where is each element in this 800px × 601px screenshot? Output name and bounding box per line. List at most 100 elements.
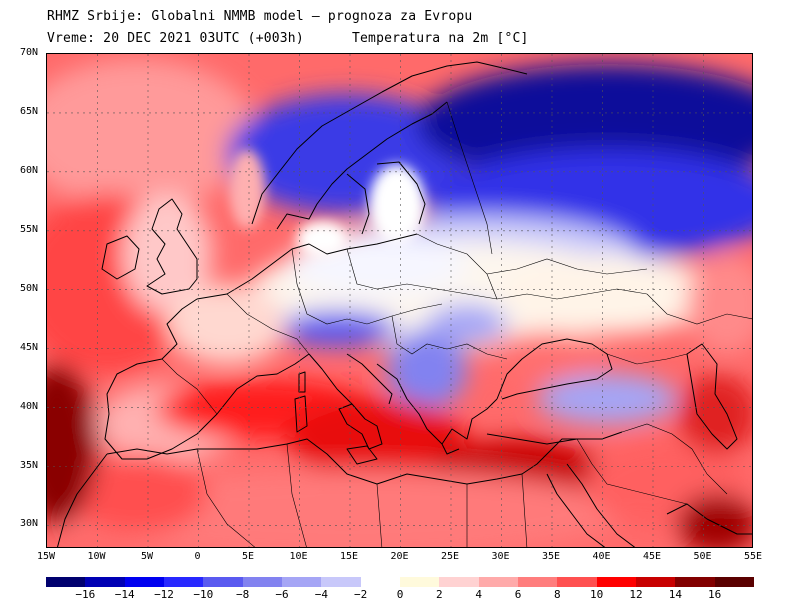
border-line — [606, 353, 688, 365]
forecast-time: Vreme: 20 DEC 2021 03UTC (+003h) — [47, 31, 304, 46]
colorbar-label: −2 — [354, 588, 368, 601]
colorbar-swatch — [675, 577, 716, 587]
colorbar-label: 10 — [590, 588, 604, 601]
colorbar-swatch — [478, 577, 519, 587]
map-title: RHMZ Srbije: Globalni NMMB model — progn… — [47, 9, 473, 24]
latitude-label: 65N — [20, 105, 39, 117]
colorbar-swatch — [714, 577, 755, 587]
latitude-label: 30N — [20, 518, 39, 530]
colorbar-swatch — [242, 577, 283, 587]
anatolia-coast — [486, 431, 623, 445]
colorbar-swatch — [439, 577, 480, 587]
longitude-label: 0 — [194, 551, 201, 562]
west-africa-coast — [57, 453, 108, 547]
colorbar-label: −10 — [193, 588, 214, 601]
colorbar-label: 8 — [554, 588, 561, 601]
black-sea-warm — [487, 332, 607, 376]
colorbar-swatch — [85, 577, 126, 587]
longitude-label: 5W — [140, 551, 154, 562]
temperature-map — [46, 53, 753, 548]
longitude-label: 15E — [339, 551, 359, 562]
carpathians-cool — [427, 304, 507, 344]
border-line — [226, 293, 310, 355]
north-africa-coast — [106, 438, 577, 485]
border-line — [161, 358, 218, 415]
colorbar-label: 2 — [436, 588, 443, 601]
balkans-coast — [376, 363, 498, 455]
anatolia-cool — [537, 374, 677, 424]
longitude-label: 20E — [390, 551, 409, 562]
france-mild — [167, 284, 287, 364]
colorbar-swatch — [400, 577, 440, 587]
colorbar-label: 6 — [514, 588, 522, 601]
red-sea-coast — [546, 463, 636, 547]
western-europe-coast — [104, 233, 418, 460]
caspian-warm — [677, 374, 752, 454]
temperature-field — [47, 59, 752, 547]
sicily-coast — [346, 445, 378, 465]
colorbar-label: 0 — [396, 588, 404, 601]
norway-coast-pink — [229, 149, 265, 229]
kazakh-warm — [687, 254, 752, 354]
longitude-label: 25E — [440, 551, 460, 562]
latitude-label: 55N — [20, 223, 39, 235]
colorbar-swatch — [596, 577, 637, 587]
longitude-label: 30E — [491, 551, 510, 562]
denmark-white — [297, 221, 347, 257]
colorbar-swatch — [164, 577, 204, 587]
finland-white — [369, 164, 425, 244]
north-atlantic-mild — [47, 59, 257, 209]
variable-name: Temperatura na 2m [°C] — [352, 31, 529, 46]
longitude-label: 10E — [289, 551, 308, 562]
latitude-label: 60N — [20, 164, 39, 176]
colorbar-swatch — [321, 577, 362, 587]
latitude-label: 45N — [20, 341, 39, 353]
caspian-coast — [686, 343, 738, 450]
colorbar-swatch — [518, 577, 558, 587]
colorbar-swatch — [282, 577, 322, 587]
colorbar-swatch — [360, 577, 401, 587]
colorbar-label: −6 — [275, 588, 289, 601]
border-line — [346, 248, 648, 300]
colorbar-swatch — [636, 577, 676, 587]
coastlines — [57, 61, 752, 547]
longitude-label: 10W — [87, 551, 106, 562]
persian-gulf-coast — [666, 503, 752, 535]
longitude-label: 45E — [642, 551, 662, 562]
uk-mild — [122, 194, 212, 314]
latitude-label: 70N — [20, 47, 39, 58]
border-line — [391, 315, 508, 360]
border-line — [621, 423, 728, 495]
ireland-coast — [101, 235, 140, 280]
longitude-label: 15W — [36, 551, 56, 562]
colorbar-label: −8 — [236, 588, 250, 601]
longitude-label: 50E — [693, 551, 712, 562]
border-line — [646, 293, 752, 325]
morocco-warm — [67, 454, 207, 534]
colorbar-swatch — [203, 577, 244, 587]
colorbar-label: 12 — [629, 588, 643, 601]
colorbar — [46, 577, 755, 587]
colorbar-label: 16 — [708, 588, 722, 601]
north-africa-warm — [67, 469, 627, 547]
ukraine-pale — [497, 254, 717, 334]
border-line — [291, 248, 443, 325]
colorbar-swatch — [124, 577, 165, 587]
border-line — [576, 438, 688, 505]
border-line — [196, 443, 528, 547]
colorbar-label: 4 — [475, 588, 482, 601]
colorbar-label: −12 — [154, 588, 174, 601]
alps-cold — [277, 311, 397, 347]
corsica-coast — [298, 371, 306, 393]
longitude-label: 5E — [241, 551, 255, 562]
colorbar-swatch — [557, 577, 598, 587]
graticule — [47, 54, 752, 547]
colorbar-label: −14 — [114, 588, 135, 601]
colorbar-label: −16 — [75, 588, 96, 601]
sardinia-coast — [294, 395, 308, 433]
longitude-label: 55E — [743, 551, 763, 562]
latitude-label: 40N — [20, 400, 39, 412]
scandinavia-coast — [251, 61, 528, 235]
persian-gulf-hot — [677, 494, 752, 547]
colorbar-label: −4 — [314, 588, 328, 601]
